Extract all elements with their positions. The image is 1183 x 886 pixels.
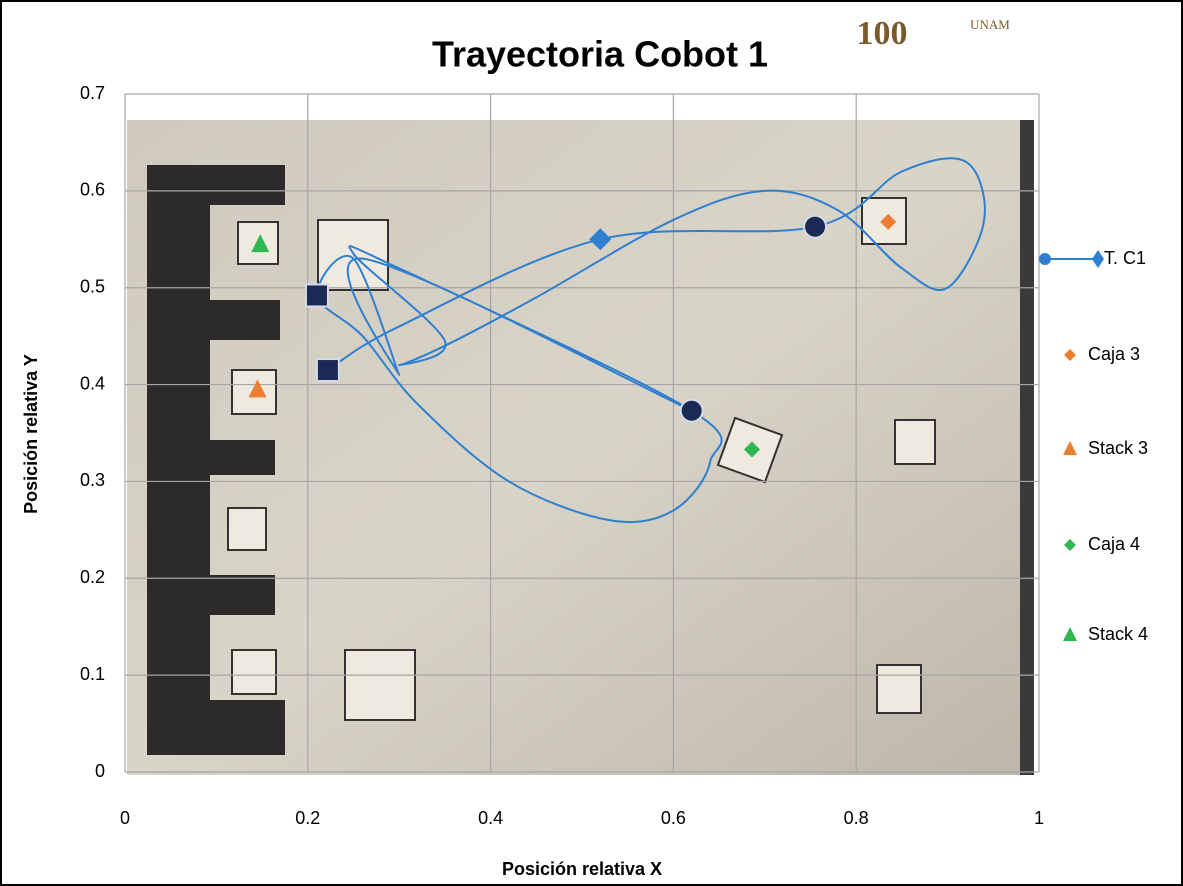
point (679, 398, 704, 423)
point (315, 358, 340, 383)
y-tick-label: 0.3 (80, 470, 105, 490)
grid: 0 0.2 0.4 0.6 0.8 1 0 0.1 0.2 0.3 0.4 0.5 0.6 0.7 (80, 83, 1044, 828)
legend-label: Caja 4 (1088, 534, 1140, 554)
point (248, 379, 267, 398)
legend-label: Stack 3 (1088, 438, 1148, 458)
legend-label: Caja 3 (1088, 344, 1140, 364)
point (251, 234, 270, 253)
x-tick-label: 0.4 (478, 808, 503, 828)
chart-title: Trayectoria Cobot 1 (432, 34, 768, 75)
x-tick-label: 0.8 (844, 808, 869, 828)
y-tick-label: 0.4 (80, 373, 105, 393)
legend-label: T. C1 (1104, 248, 1146, 268)
y-tick-label: 0.5 (80, 276, 105, 296)
point (589, 228, 612, 251)
x-tick-label: 0.2 (295, 808, 320, 828)
marks (248, 157, 986, 524)
legend: T. C1 Caja 3 Stack 3 Caja 4 Stack 4 (1039, 248, 1148, 644)
legend-marker (1039, 253, 1051, 265)
legend-marker (1063, 627, 1077, 641)
legend-label: Stack 4 (1088, 624, 1148, 644)
y-tick-label: 0.7 (80, 83, 105, 103)
x-tick-label: 0.6 (661, 808, 686, 828)
legend-marker (1092, 250, 1104, 268)
legend-marker (1063, 441, 1077, 455)
y-tick-label: 0.6 (80, 180, 105, 200)
y-tick-label: 0.1 (80, 664, 105, 684)
point (880, 213, 897, 230)
x-tick-label: 0 (120, 808, 130, 828)
point (304, 283, 329, 308)
y-tick-label: 0 (95, 761, 105, 781)
point (744, 441, 761, 458)
x-tick-label: 1 (1034, 808, 1044, 828)
photo-background (127, 120, 1034, 775)
y-tick-label: 0.2 (80, 567, 105, 587)
logo-number: 100 (857, 15, 908, 52)
logo-text: UNAM (970, 17, 1010, 32)
x-axis-label: Posición relativa X (502, 859, 662, 879)
y-axis-label: Posición relativa Y (21, 354, 41, 514)
legend-marker (1064, 349, 1076, 361)
point (803, 214, 828, 239)
legend-marker (1064, 539, 1076, 551)
